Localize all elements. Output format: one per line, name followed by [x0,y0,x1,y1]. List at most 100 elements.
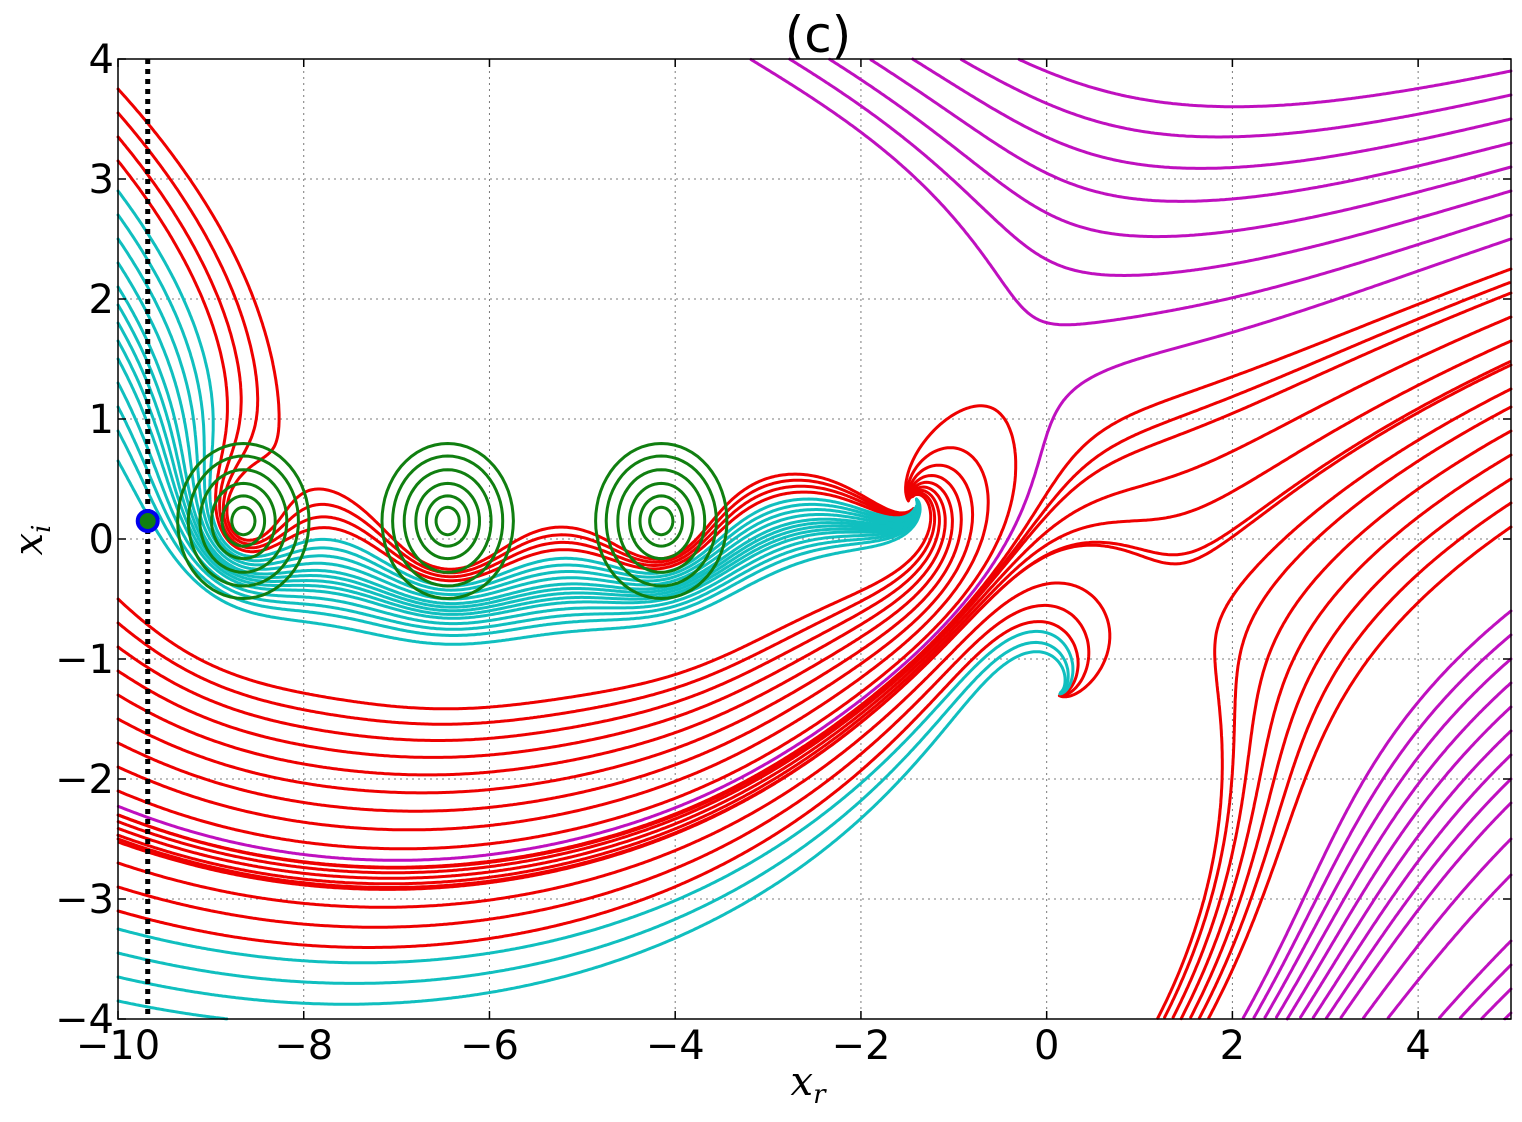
trajectory-magenta [911,57,1513,170]
trajectory-red [116,463,975,813]
closed-orbit [210,481,277,561]
trajectory-red [116,87,913,571]
trajectory-red [116,446,990,832]
y-tick-label: −2 [55,757,114,803]
trajectory-magenta [1480,987,1513,1021]
trajectory-magenta [788,57,1513,277]
trajectory-red [118,363,1513,891]
trajectory-red [116,111,915,575]
closed-orbit [424,494,471,548]
trajectory-magenta [1275,681,1513,1019]
trajectory-magenta [1285,705,1513,1021]
x-tick-label: −4 [646,1023,705,1069]
trajectory-red [116,291,1513,875]
trajectory-red [1179,453,1513,1021]
trajectory-cyan [116,339,919,616]
closed-orbit [186,454,300,588]
trajectory-cyan [116,429,921,637]
trajectory-red [1171,429,1513,1019]
x-tick-label: 2 [1220,1023,1245,1069]
closed-orbit [402,468,493,574]
closed-orbit [638,494,684,548]
x-axis-label: xr [791,1059,828,1110]
trajectory-magenta [1386,873,1513,1020]
trajectory-red [116,480,954,777]
trajectory-magenta [1311,753,1513,1019]
y-tick-label: −1 [55,637,114,683]
x-axis-label-main: x [791,1059,814,1105]
closed-orbit [604,454,718,588]
trajectory-cyan [116,629,1075,965]
trajectory-magenta [1241,609,1513,1020]
closed-orbit [176,442,311,600]
plot-area [116,57,1513,1021]
trajectory-magenta [1017,57,1513,109]
trajectory-magenta [749,58,1513,327]
trajectory-cyan [116,640,1070,985]
trajectory-magenta [1458,963,1513,1020]
y-tick-label: 3 [89,157,114,203]
trajectory-magenta [1438,939,1513,1020]
y-tick-label: 2 [89,277,114,323]
y-axis-label-main: x [6,533,52,556]
trajectory-magenta [1339,801,1513,1019]
trajectory-red [116,474,963,795]
y-tick-label: −4 [55,997,114,1043]
closed-orbit [230,505,257,537]
closed-orbit [594,442,729,600]
trajectory-red [116,491,937,726]
closed-orbit [627,481,695,561]
x-axis-label-sub: r [813,1080,827,1110]
start-marker [135,509,160,533]
trajectory-red [116,492,933,711]
trajectory-magenta [1252,633,1513,1019]
trajectory-cyan [116,237,917,596]
trajectory-curves [116,57,1513,1021]
trajectory-magenta [959,58,1513,139]
trajectory-red [1156,387,1513,1020]
trajectory-red [116,315,1513,880]
trajectory-cyan [116,213,917,592]
trajectory-red [116,485,947,759]
trajectory-red [116,488,941,742]
x-tick-label: 0 [1034,1023,1059,1069]
y-ticks: −4 −3 −2 −1 0 1 2 3 4 [55,37,1511,1043]
y-tick-label: 0 [89,517,114,563]
trajectory-magenta [1503,1011,1513,1021]
trajectory-red [116,620,1080,949]
x-ticks: −10 −8 −6 −4 −2 0 2 4 [76,59,1431,1069]
trajectory-cyan [116,285,919,606]
closed-orbit [434,505,461,537]
closed-orbit [414,481,481,561]
y-tick-label: 1 [89,397,114,443]
y-axis-label-sub: i [27,525,57,533]
trajectory-magenta [869,58,1513,203]
x-tick-label: −2 [831,1023,890,1069]
x-tick-label: −8 [274,1023,333,1069]
trajectory-magenta [116,237,1513,862]
closed-orbit [616,468,707,574]
closed-orbit [648,505,675,537]
trajectory-cyan [116,650,1067,1006]
x-tick-label: −10 [76,1023,160,1069]
trajectory-red [1189,477,1513,1019]
y-tick-label: −3 [55,877,114,923]
x-tick-label: −6 [460,1023,519,1069]
closed-orbit [380,442,515,600]
x-tick-label: 4 [1405,1023,1430,1069]
trajectory-magenta [1263,657,1513,1019]
closed-orbit [220,494,267,548]
markers [135,59,160,1019]
trajectory-magenta [1362,837,1513,1020]
trajectory-red [116,603,1091,929]
trajectory-red [1207,525,1513,1020]
trajectory-red [117,267,1513,869]
trajectory-cyan [116,459,922,646]
trajectory-red [1197,501,1513,1020]
trajectory-magenta [1324,777,1513,1020]
trajectory-red [116,581,1112,909]
trajectory-cyan [116,405,921,631]
y-tick-label: 4 [89,37,114,83]
trajectory-red [116,339,1513,886]
